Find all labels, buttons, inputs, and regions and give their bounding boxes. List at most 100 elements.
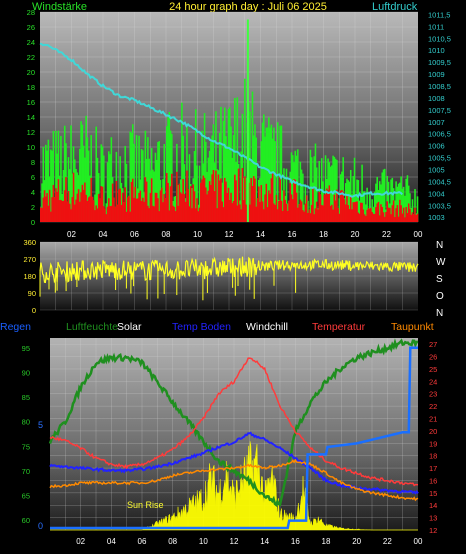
wind-bar bbox=[118, 189, 120, 222]
wind-bar bbox=[84, 182, 86, 222]
gust-bar bbox=[373, 191, 376, 222]
gust-bar bbox=[280, 125, 283, 222]
right-tick-label: 1004 bbox=[428, 189, 445, 198]
gust-bar bbox=[223, 107, 226, 222]
wind-bar bbox=[297, 207, 299, 222]
x-tick-label: 08 bbox=[168, 537, 177, 546]
wind-bar bbox=[58, 200, 61, 222]
wind-bar bbox=[208, 181, 211, 222]
wind-bar bbox=[201, 179, 203, 222]
x-tick-label: 02 bbox=[67, 230, 76, 239]
wind-bar bbox=[269, 193, 271, 222]
wind-bar bbox=[244, 176, 246, 222]
wind-bar bbox=[140, 200, 143, 222]
wind-bar bbox=[154, 192, 157, 222]
gust-bar bbox=[52, 130, 55, 222]
gust-bar bbox=[251, 91, 254, 222]
wind-bar bbox=[57, 179, 60, 222]
gust-bar bbox=[174, 196, 177, 222]
humidity-tick-label: 70 bbox=[22, 467, 30, 476]
wind-bar bbox=[397, 216, 400, 222]
wind-bar bbox=[328, 185, 331, 222]
wind-bar bbox=[230, 192, 232, 222]
temperature-tick-label: 27 bbox=[429, 340, 437, 349]
gust-bar bbox=[103, 155, 105, 222]
wind-bar bbox=[218, 180, 221, 222]
wind-bar bbox=[259, 202, 261, 222]
gust-bar bbox=[390, 179, 392, 222]
wind-bar bbox=[339, 190, 342, 222]
wind-bar bbox=[196, 198, 198, 222]
wind-bar bbox=[304, 203, 307, 222]
gust-bar bbox=[357, 180, 360, 222]
right-tick-label: 1010,5 bbox=[428, 34, 451, 43]
gust-bar bbox=[314, 143, 317, 222]
wind-bar bbox=[404, 217, 406, 222]
gust-bar bbox=[162, 179, 164, 222]
gust-bar bbox=[348, 181, 351, 222]
gust-bar bbox=[295, 155, 298, 222]
wind-bar bbox=[202, 175, 205, 222]
x-tick-label: 16 bbox=[288, 230, 297, 239]
wind-bar bbox=[303, 211, 305, 222]
wind-bar bbox=[63, 190, 66, 222]
temperature-tick-label: 26 bbox=[429, 353, 437, 362]
gust-bar bbox=[310, 157, 313, 222]
direction-tick-label: 90 bbox=[28, 289, 36, 298]
wind-bar bbox=[125, 211, 128, 222]
wind-bar bbox=[351, 209, 353, 222]
x-tick-label: 18 bbox=[322, 537, 331, 546]
gust-bar bbox=[226, 145, 229, 222]
gust-bar bbox=[245, 177, 247, 222]
wind-bar bbox=[235, 180, 237, 222]
wind-bar bbox=[263, 209, 265, 222]
gust-bar bbox=[406, 175, 409, 222]
gust-bar bbox=[254, 124, 256, 222]
right-tick-label: 1009,5 bbox=[428, 58, 451, 67]
wind-bar bbox=[215, 170, 217, 222]
wind-bar bbox=[198, 207, 201, 222]
gust-bar bbox=[375, 183, 377, 222]
wind-bar bbox=[366, 209, 368, 222]
gust-bar bbox=[100, 144, 103, 222]
left-tick-label: 28 bbox=[27, 8, 35, 17]
wind-bar bbox=[157, 198, 159, 222]
wind-bar bbox=[123, 202, 125, 222]
wind-bar bbox=[89, 196, 91, 222]
wind-bar bbox=[210, 184, 212, 222]
wind-bar bbox=[187, 189, 189, 222]
gust-bar bbox=[281, 190, 284, 222]
wind-bar bbox=[126, 197, 129, 222]
wind-bar bbox=[178, 183, 181, 222]
wind-bar bbox=[66, 201, 69, 222]
gust-bar bbox=[41, 183, 43, 222]
wind-bar bbox=[167, 182, 169, 222]
wind-bar bbox=[382, 212, 385, 222]
gust-bar bbox=[362, 191, 365, 222]
wind-bar bbox=[45, 196, 47, 222]
x-tick-label: 04 bbox=[99, 230, 108, 239]
wind-bar bbox=[332, 209, 334, 222]
wind-bar bbox=[91, 196, 94, 222]
wind-bar bbox=[414, 207, 416, 222]
gust-bar bbox=[400, 176, 402, 222]
wind-bar bbox=[162, 202, 164, 222]
wind-bar bbox=[266, 207, 269, 222]
direction-tick-label: 0 bbox=[32, 306, 36, 315]
gust-bar bbox=[201, 130, 203, 222]
wind-bar bbox=[279, 176, 281, 222]
x-tick-label: 10 bbox=[193, 230, 202, 239]
right-tick-label: 1006 bbox=[428, 142, 445, 151]
wind-bar bbox=[255, 206, 258, 222]
wind-bar bbox=[192, 184, 195, 222]
wind-bar bbox=[344, 204, 347, 222]
x-tick-label: 20 bbox=[352, 537, 361, 546]
wind-bar bbox=[317, 209, 319, 222]
gust-bar bbox=[96, 157, 99, 222]
wind-bar bbox=[212, 169, 215, 222]
wind-bar bbox=[158, 211, 160, 222]
wind-bar bbox=[65, 177, 67, 222]
wind-bar bbox=[385, 211, 387, 222]
wind-bar bbox=[47, 205, 50, 222]
wind-bar bbox=[40, 207, 42, 222]
